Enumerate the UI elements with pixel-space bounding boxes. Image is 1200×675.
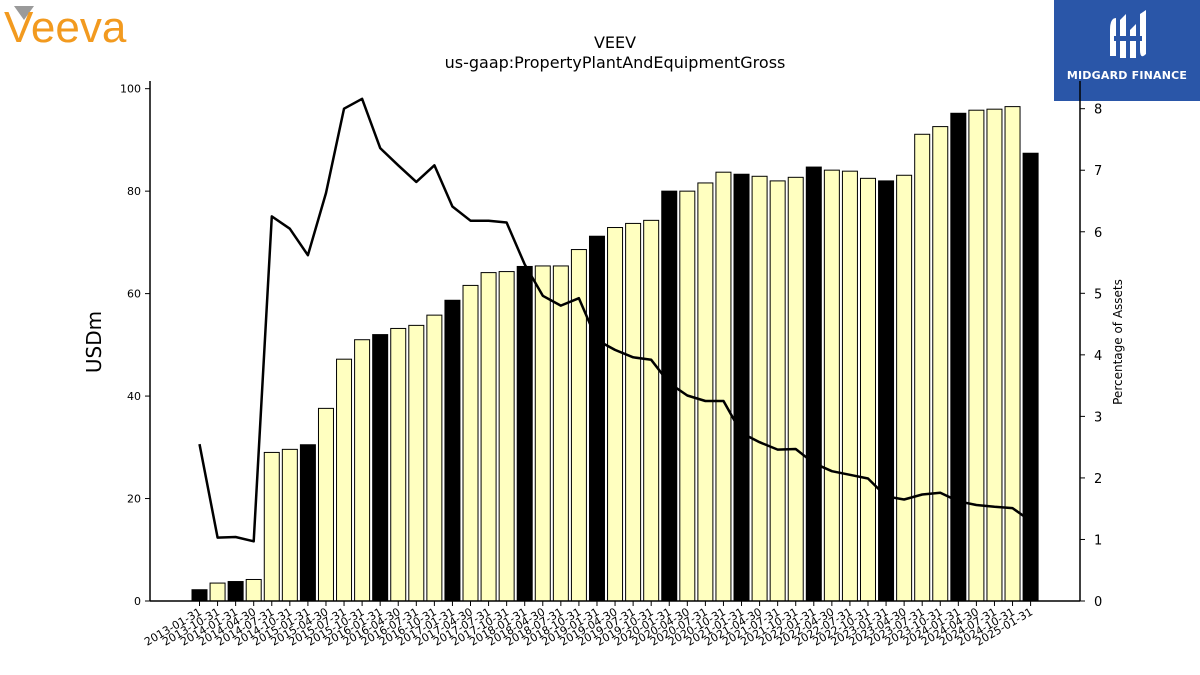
y2-tick-label: 2	[1094, 472, 1102, 487]
bar	[209, 582, 226, 602]
bar-series	[191, 106, 1039, 602]
bar	[534, 265, 551, 602]
y-tick-label: 80	[127, 185, 141, 198]
bar	[336, 358, 353, 602]
line-series	[198, 97, 1032, 543]
bar	[697, 182, 714, 602]
bar	[986, 108, 1003, 602]
bar	[498, 271, 515, 602]
midgard-finance-badge: MIDGARD FINANCE	[1054, 0, 1200, 101]
bar	[372, 334, 389, 602]
y-tick-label: 20	[127, 493, 141, 506]
y2-tick-label: 5	[1094, 287, 1102, 302]
bar	[661, 190, 678, 602]
bar	[227, 581, 244, 602]
y2-tick-label: 0	[1094, 595, 1102, 610]
bar	[480, 272, 497, 602]
bar	[950, 112, 967, 602]
bar	[859, 177, 876, 602]
chart-subtitle: us-gaap:PropertyPlantAndEquipmentGross	[445, 53, 786, 72]
chart-title: VEEV	[594, 33, 636, 52]
bar	[787, 176, 804, 602]
y-tick-label: 0	[134, 595, 141, 608]
bar	[733, 173, 750, 602]
bar	[896, 174, 913, 602]
bar	[263, 451, 280, 602]
bar	[588, 235, 605, 602]
bar	[607, 227, 624, 602]
bar	[354, 339, 371, 602]
y2-tick-label: 4	[1094, 349, 1102, 364]
bar	[769, 180, 786, 602]
bar	[317, 407, 334, 602]
bar	[516, 265, 533, 602]
bar	[932, 126, 949, 602]
bar	[426, 314, 443, 602]
bar	[1022, 152, 1039, 602]
bar	[299, 444, 316, 602]
y-tick-label: 40	[127, 390, 141, 403]
bar	[408, 324, 425, 602]
bar	[462, 284, 479, 602]
y2-tick-label: 8	[1094, 103, 1102, 118]
bar	[805, 166, 822, 602]
bar	[823, 169, 840, 602]
bar	[552, 265, 569, 602]
veeva-logo: Veeva	[4, 3, 174, 52]
bar	[968, 109, 985, 602]
bar	[643, 219, 660, 602]
bar	[570, 249, 587, 602]
midgard-logo-icon	[1110, 10, 1146, 58]
bar	[841, 170, 858, 602]
percentage-line	[198, 97, 1032, 543]
bar	[715, 171, 732, 602]
y2-tick-label: 3	[1094, 410, 1102, 425]
bar	[390, 327, 407, 602]
bar	[281, 448, 298, 602]
midgard-finance-text: MIDGARD FINANCE	[1066, 69, 1188, 82]
y-axis-label: USDm	[82, 311, 106, 373]
bar	[878, 180, 895, 602]
bar	[245, 578, 262, 602]
y2-tick-label: 7	[1094, 164, 1102, 179]
y-tick-label: 100	[120, 83, 141, 96]
y2-tick-label: 6	[1094, 226, 1102, 241]
bar	[914, 133, 931, 602]
bar	[1004, 106, 1021, 602]
axes: 0204060801000123456782013-01-312013-10-3…	[120, 81, 1102, 649]
bar	[751, 175, 768, 602]
veeva-logo-text: Veeva	[4, 4, 127, 48]
y2-tick-label: 1	[1094, 533, 1102, 548]
bar	[191, 589, 208, 602]
y-tick-label: 60	[127, 288, 141, 301]
bar	[444, 299, 461, 602]
bar	[625, 222, 642, 602]
y2-axis-label: Percentage of Assets	[1111, 279, 1125, 405]
